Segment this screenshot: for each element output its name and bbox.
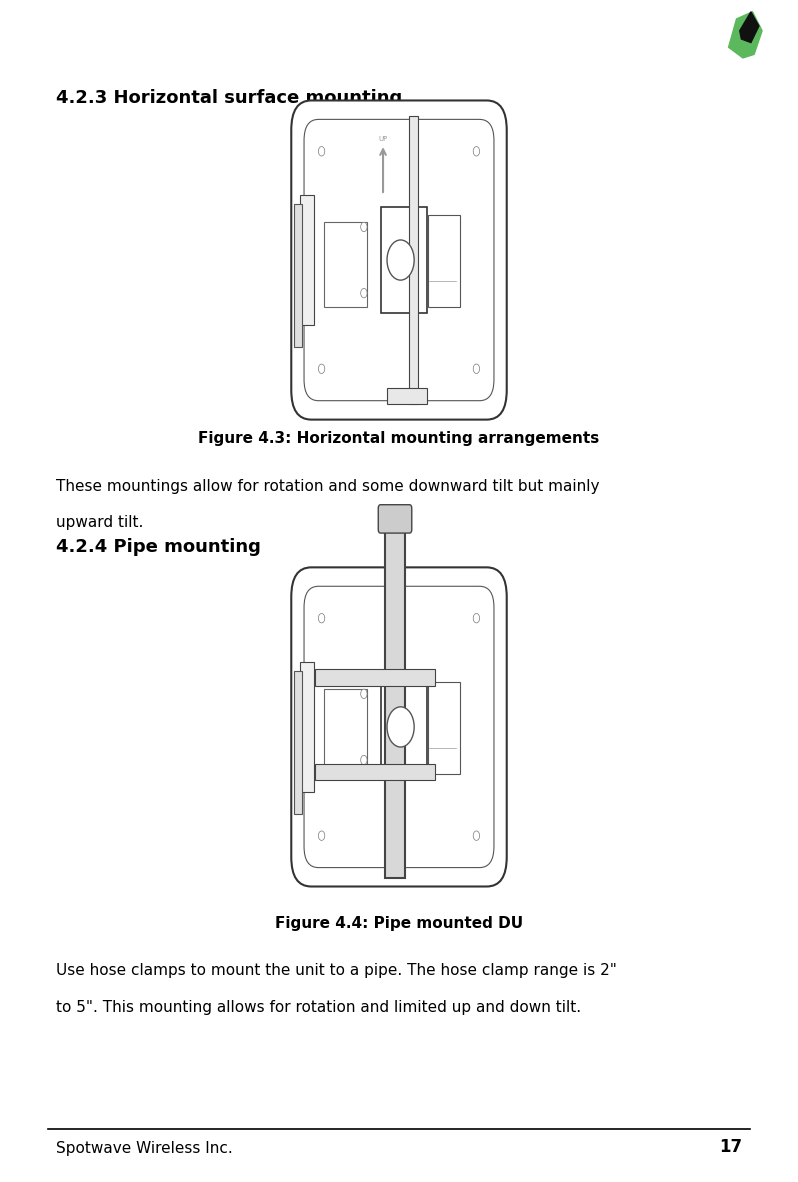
Circle shape (318, 147, 325, 156)
Bar (381, 674, 427, 780)
Text: Use hose clamps to mount the unit to a pipe. The hose clamp range is 2": Use hose clamps to mount the unit to a p… (56, 963, 617, 979)
Text: 4.2.4 Pipe mounting: 4.2.4 Pipe mounting (56, 538, 261, 556)
Bar (324, 689, 367, 774)
Text: Figure 4.4: Pipe mounted DU: Figure 4.4: Pipe mounted DU (275, 916, 523, 931)
Circle shape (361, 288, 367, 298)
Text: to 5". This mounting allows for rotation and limited up and down tilt.: to 5". This mounting allows for rotation… (56, 1000, 581, 1015)
Bar (324, 222, 367, 307)
Circle shape (361, 755, 367, 765)
Circle shape (318, 364, 325, 374)
Bar (387, 388, 427, 404)
Bar (294, 203, 302, 346)
Bar (300, 195, 314, 325)
Text: 17: 17 (719, 1138, 742, 1156)
Circle shape (361, 222, 367, 232)
Circle shape (318, 613, 325, 623)
Polygon shape (740, 12, 759, 43)
FancyBboxPatch shape (378, 505, 412, 533)
Circle shape (473, 831, 480, 840)
Text: Figure 4.3: Horizontal mounting arrangements: Figure 4.3: Horizontal mounting arrangem… (199, 431, 599, 447)
Bar (428, 682, 460, 774)
FancyBboxPatch shape (291, 100, 507, 420)
Bar (381, 207, 427, 313)
Bar (300, 662, 314, 792)
Bar (294, 670, 302, 813)
Text: UP: UP (378, 136, 388, 142)
Circle shape (473, 613, 480, 623)
Bar (315, 669, 435, 686)
Text: upward tilt.: upward tilt. (56, 515, 143, 531)
Text: 4.2.3 Horizontal surface mounting: 4.2.3 Horizontal surface mounting (56, 89, 402, 106)
FancyBboxPatch shape (291, 567, 507, 886)
Circle shape (473, 147, 480, 156)
Polygon shape (729, 12, 762, 58)
Text: These mountings allow for rotation and some downward tilt but mainly: These mountings allow for rotation and s… (56, 479, 599, 494)
Circle shape (387, 707, 414, 747)
Bar (315, 764, 435, 780)
Circle shape (473, 364, 480, 374)
Bar (409, 116, 418, 404)
Circle shape (361, 689, 367, 699)
Bar (385, 520, 405, 878)
Text: Spotwave Wireless Inc.: Spotwave Wireless Inc. (56, 1141, 232, 1156)
Circle shape (387, 240, 414, 280)
Circle shape (318, 831, 325, 840)
Bar (428, 215, 460, 307)
